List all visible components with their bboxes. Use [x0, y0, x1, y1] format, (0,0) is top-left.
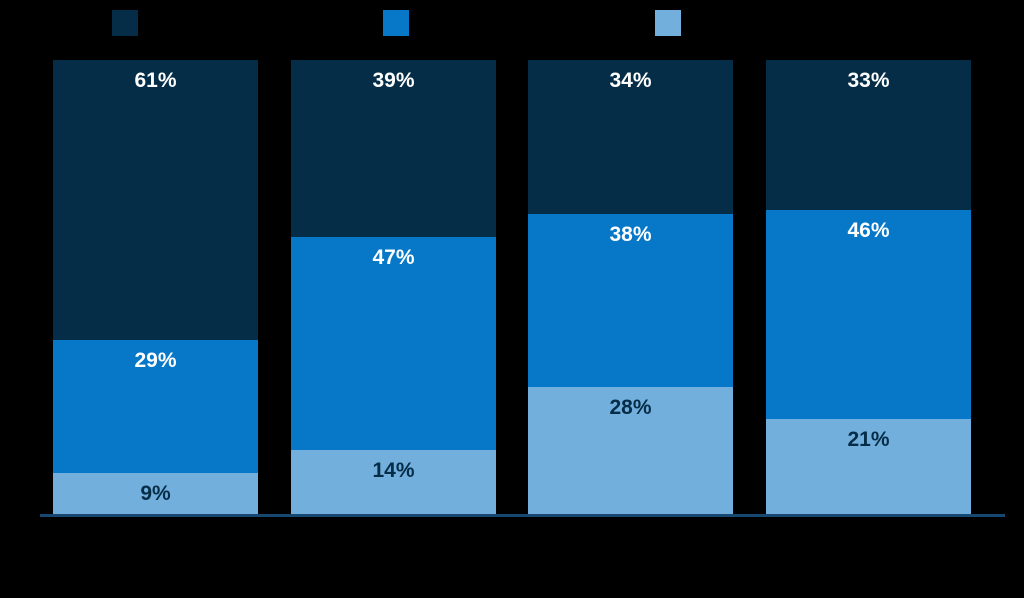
bar-segment: 61%: [53, 60, 258, 340]
chart-legend: [0, 0, 1024, 48]
segment-value-label: 28%: [609, 395, 652, 419]
bar-segment: 28%: [528, 386, 733, 514]
bar-segment: 39%: [291, 60, 496, 238]
segment-value-label: 29%: [134, 348, 177, 372]
bar-column: 39% 47% 14%: [291, 60, 496, 514]
segment-value-label: 33%: [847, 69, 890, 92]
bar-column: 61% 29% 9%: [53, 60, 258, 514]
bar-segment: 34%: [528, 60, 733, 215]
legend-swatch-icon: [112, 10, 138, 36]
bar-segment: 38%: [528, 214, 733, 387]
segment-value-label: 34%: [609, 69, 652, 92]
segment-value-label: 21%: [847, 427, 890, 451]
segment-value-label: 47%: [372, 246, 415, 270]
bar-segment: 21%: [766, 418, 971, 514]
segment-value-label: 46%: [847, 218, 890, 242]
segment-value-label: 39%: [372, 69, 415, 92]
legend-item-3: [655, 10, 691, 36]
bar-segment: 29%: [53, 339, 258, 473]
bar-segment: 9%: [53, 472, 258, 514]
legend-item-2: [383, 10, 419, 36]
segment-value-label: 9%: [140, 481, 171, 505]
legend-swatch-icon: [383, 10, 409, 36]
legend-item-1: [112, 10, 148, 36]
segment-value-label: 38%: [609, 223, 652, 247]
legend-swatch-icon: [655, 10, 681, 36]
bar-column: 33% 46% 21%: [766, 60, 971, 514]
bar-segment: 14%: [291, 450, 496, 514]
x-axis-line: [40, 514, 1005, 517]
bar-segment: 47%: [291, 237, 496, 451]
bar-segment: 46%: [766, 209, 971, 419]
segment-value-label: 14%: [372, 459, 415, 483]
bar-column: 34% 38% 28%: [528, 60, 733, 514]
bar-segment: 33%: [766, 60, 971, 210]
segment-value-label: 61%: [134, 69, 177, 92]
